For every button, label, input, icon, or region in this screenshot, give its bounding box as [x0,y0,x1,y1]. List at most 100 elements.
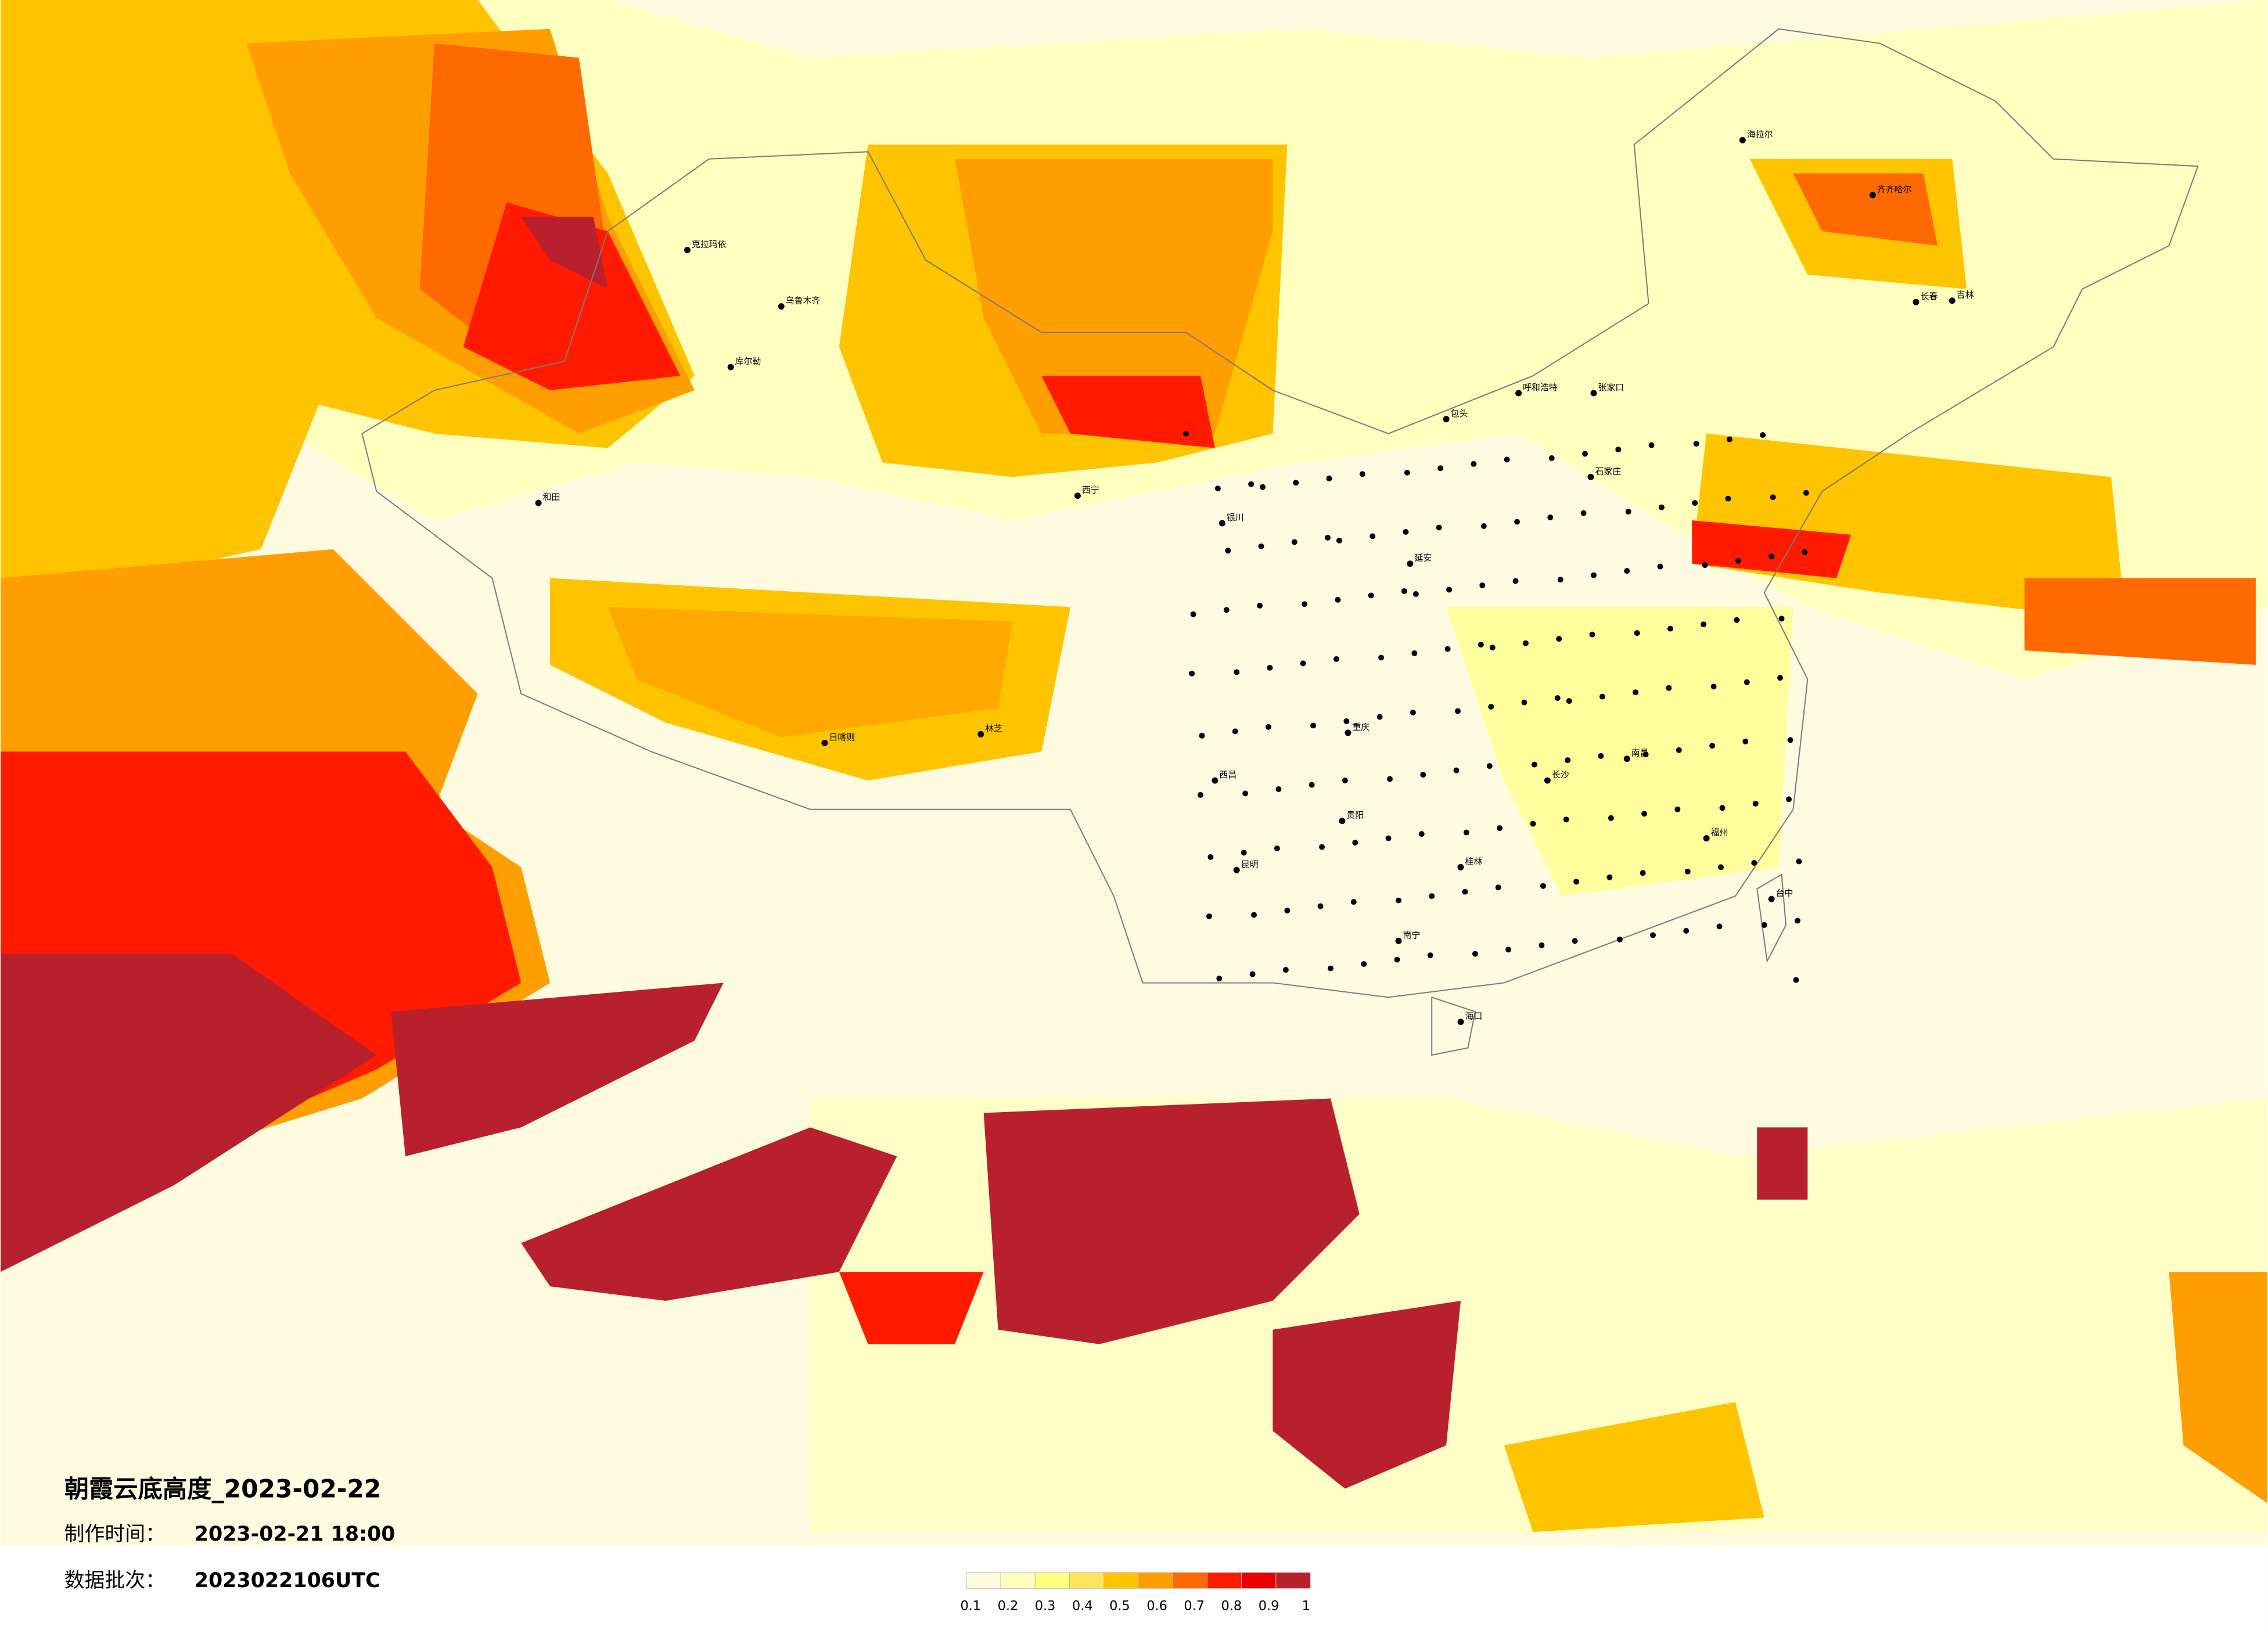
city-dot [1666,685,1672,691]
city-dot [1206,913,1212,919]
city-dot [1370,533,1376,539]
city-label: 呼和浩特 [1523,382,1558,393]
city-dot [1674,806,1681,812]
city-label: 乌鲁木齐 [786,296,821,306]
city-dot [1693,441,1699,447]
city-dot [1702,562,1708,569]
city-dot [1189,670,1195,677]
city-dot [1488,704,1494,710]
city-dot [1480,523,1487,529]
city-dot [1869,192,1876,199]
city-dot [1648,442,1655,448]
city-dot [1282,967,1289,973]
city-dot [1710,684,1717,690]
city-dot [1657,563,1663,570]
city-label: 张家口 [1598,382,1624,393]
city-dot [1744,679,1750,685]
city-dot [1641,811,1648,817]
city-dot [1437,465,1444,472]
city-dot [1760,432,1766,438]
city-dot [1463,829,1469,836]
city-dot [1566,698,1572,704]
city-dot [1457,864,1464,870]
city-dot [1565,757,1571,764]
city-dot [1418,831,1425,837]
city-label: 台中 [1776,888,1793,898]
colorbar-swatch [1104,1572,1139,1589]
city-dot [1739,136,1746,143]
city-label: 延安 [1414,553,1432,563]
city-dot [1328,965,1334,972]
city-dot [1590,572,1597,578]
city-dot [1667,625,1673,632]
china-outline [361,28,2199,998]
city-dot [1319,844,1325,850]
city-dot [1234,669,1240,675]
city-label: 海拉尔 [1747,129,1773,139]
city-dot [1429,893,1435,900]
city-dot [1411,650,1418,656]
city-dot [1267,664,1273,671]
city-dot [1573,879,1580,885]
city-dot [1719,805,1726,811]
city-dot [1634,630,1640,636]
city-dot [1531,761,1537,768]
city-label: 银川 [1227,512,1244,523]
city-dot [1624,568,1630,574]
colorbar-label: 0.8 [1221,1599,1242,1614]
city-dot [1796,858,1802,865]
city-label: 昆明 [1241,859,1259,869]
city-label: 南宁 [1403,930,1420,940]
made-label: 制作时间： [64,1523,166,1546]
city-dot [1615,447,1622,453]
city-dot [1403,528,1409,535]
city-dot [1572,938,1578,944]
city-dot [1394,956,1400,963]
city-dot [1183,430,1189,437]
city-label: 和田 [543,492,560,502]
city-dot [1291,539,1297,545]
city-dot [1404,469,1410,476]
city-dot [1769,553,1775,560]
city-dot [1547,515,1554,520]
city-dot [1326,475,1332,481]
city-dot [1479,582,1486,588]
city-dot [1257,602,1263,609]
city-dot [1385,835,1392,841]
city-dot [1212,777,1219,784]
city-dot [1219,520,1225,527]
city-dot [1785,796,1792,803]
city-dot [1198,792,1203,798]
city-dot [1478,642,1484,648]
colorbar-swatch [1069,1572,1105,1589]
city-label: 长沙 [1552,769,1569,780]
city-dot [1232,728,1238,735]
city-dot [1761,922,1767,928]
city-dot [1457,1019,1464,1026]
city-dot [1768,895,1775,902]
city-label: 桂林 [1465,856,1482,866]
city-label: 齐齐哈尔 [1877,184,1912,195]
city-dot [1642,751,1649,758]
city-dot [1265,724,1271,730]
island-outline [1431,873,1787,1056]
city-dot [1540,883,1546,889]
colorbar-swatch [1138,1572,1173,1589]
city-dot [1751,859,1757,866]
city-dot [1684,868,1691,875]
city-dot [1521,699,1527,706]
batch-label: 数据批次： [64,1569,166,1592]
city-dot [1293,480,1299,486]
city-dot [1336,537,1342,544]
city-dot [778,303,785,310]
city-dot [1190,611,1196,617]
city-dot [1410,710,1416,715]
city-dot [1223,607,1230,613]
city-label: 石家庄 [1595,466,1621,476]
city-dot [1446,587,1453,593]
city-label: 林芝 [985,723,1002,733]
city-dot [535,499,542,506]
city-dot [1703,835,1710,842]
city-dot [1726,436,1733,443]
